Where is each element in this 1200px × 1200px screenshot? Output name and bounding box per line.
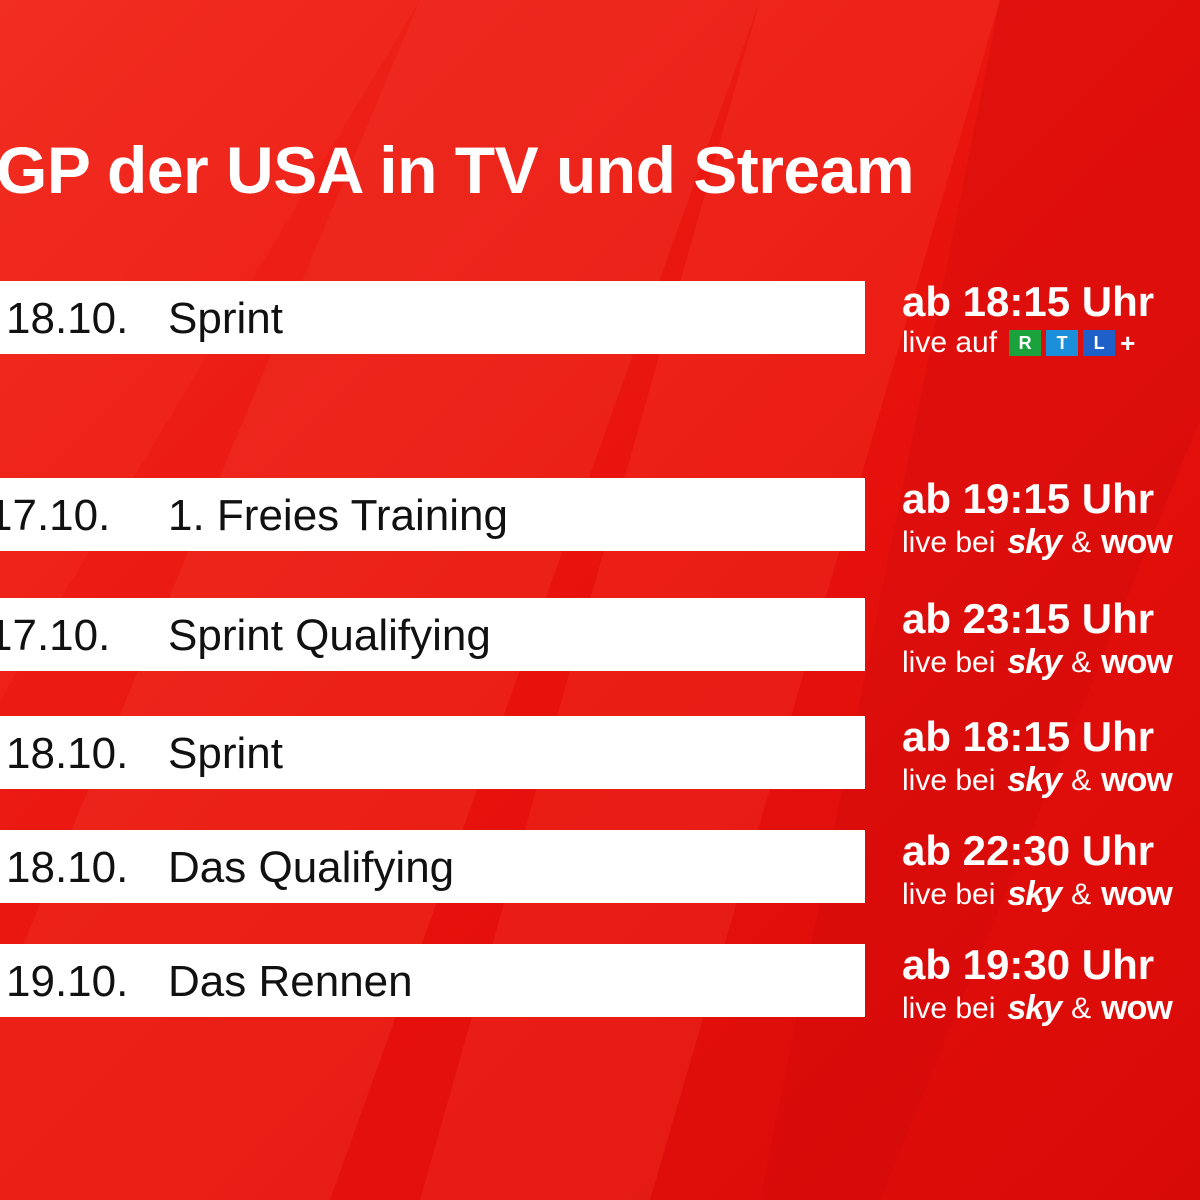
schedule-date: 18.10. bbox=[6, 294, 129, 343]
wow-logo: wow bbox=[1101, 643, 1173, 681]
page-title: GP der USA in TV und Stream bbox=[0, 133, 915, 207]
schedule-bar: 18.10. Sprint bbox=[0, 281, 865, 354]
schedule-time: ab 18:15 Uhr bbox=[902, 713, 1155, 760]
schedule-broadcast: live bei sky & wow bbox=[902, 761, 1173, 800]
schedule-time: ab 22:30 Uhr bbox=[902, 827, 1155, 874]
schedule-event: Das Qualifying bbox=[168, 843, 455, 892]
ampersand: & bbox=[1071, 525, 1092, 559]
rtl-letter-t: T bbox=[1046, 330, 1079, 356]
wow-logo: wow bbox=[1101, 989, 1173, 1027]
schedule-event: Sprint Qualifying bbox=[168, 611, 491, 660]
rtl-letter-r: R bbox=[1009, 330, 1042, 356]
live-prefix: live bei bbox=[902, 645, 996, 679]
schedule-row: 19.10. Das Rennen ab 19:30 Uhr live bei … bbox=[0, 941, 1200, 1034]
schedule-broadcast: live auf R T L + bbox=[902, 326, 1137, 360]
sky-logo: sky bbox=[1007, 989, 1062, 1027]
schedule-time: ab 19:30 Uhr bbox=[902, 941, 1155, 988]
live-prefix: live auf bbox=[902, 326, 998, 359]
schedule-row: 18.10. Sprint ab 18:15 Uhr live auf R T … bbox=[0, 278, 1200, 371]
schedule-broadcast: live bei sky & wow bbox=[902, 523, 1173, 562]
ampersand: & bbox=[1071, 645, 1092, 679]
schedule-date: 17.10. bbox=[0, 491, 111, 540]
schedule-bar: 17.10. Sprint Qualifying bbox=[0, 598, 865, 671]
schedule-row: 17.10. Sprint Qualifying ab 23:15 Uhr li… bbox=[0, 595, 1200, 688]
sky-logo: sky bbox=[1007, 523, 1062, 561]
schedule-broadcast: live bei sky & wow bbox=[902, 989, 1173, 1028]
rtl-plus-sign: + bbox=[1120, 328, 1136, 358]
schedule-row: 18.10. Sprint ab 18:15 Uhr live bei sky … bbox=[0, 713, 1200, 806]
schedule-bar: 18.10. Sprint bbox=[0, 716, 865, 789]
schedule-date: 19.10. bbox=[6, 957, 129, 1006]
ampersand: & bbox=[1071, 991, 1092, 1025]
schedule-event: Sprint bbox=[168, 729, 283, 778]
rtl-letter-l: L bbox=[1083, 330, 1116, 356]
schedule-event: Sprint bbox=[168, 294, 283, 343]
sky-logo: sky bbox=[1007, 875, 1062, 913]
schedule-broadcast: live bei sky & wow bbox=[902, 875, 1173, 914]
live-prefix: live bei bbox=[902, 877, 996, 911]
schedule-bar: 18.10. Das Qualifying bbox=[0, 830, 865, 903]
schedule-row: 17.10. 1. Freies Training ab 19:15 Uhr l… bbox=[0, 475, 1200, 568]
schedule-bar: 17.10. 1. Freies Training bbox=[0, 478, 865, 551]
schedule-row: 18.10. Das Qualifying ab 22:30 Uhr live … bbox=[0, 827, 1200, 920]
schedule-bar: 19.10. Das Rennen bbox=[0, 944, 865, 1017]
wow-logo: wow bbox=[1101, 523, 1173, 561]
live-prefix: live bei bbox=[902, 525, 996, 559]
live-prefix: live bei bbox=[902, 991, 996, 1025]
ampersand: & bbox=[1071, 877, 1092, 911]
schedule-event: Das Rennen bbox=[168, 957, 413, 1006]
rtl-plus-logo: R T L + bbox=[1009, 330, 1137, 356]
wow-logo: wow bbox=[1101, 761, 1173, 799]
schedule-date: 18.10. bbox=[6, 843, 129, 892]
schedule-time: ab 18:15 Uhr bbox=[902, 278, 1155, 325]
wow-logo: wow bbox=[1101, 875, 1173, 913]
schedule-date: 18.10. bbox=[6, 729, 129, 778]
schedule-event: 1. Freies Training bbox=[168, 491, 508, 540]
schedule-time: ab 23:15 Uhr bbox=[902, 595, 1155, 642]
schedule-broadcast: live bei sky & wow bbox=[902, 643, 1173, 682]
sky-logo: sky bbox=[1007, 643, 1062, 681]
ampersand: & bbox=[1071, 763, 1092, 797]
sky-logo: sky bbox=[1007, 761, 1062, 799]
schedule-date: 17.10. bbox=[0, 611, 111, 660]
schedule-time: ab 19:15 Uhr bbox=[902, 475, 1155, 522]
live-prefix: live bei bbox=[902, 763, 996, 797]
